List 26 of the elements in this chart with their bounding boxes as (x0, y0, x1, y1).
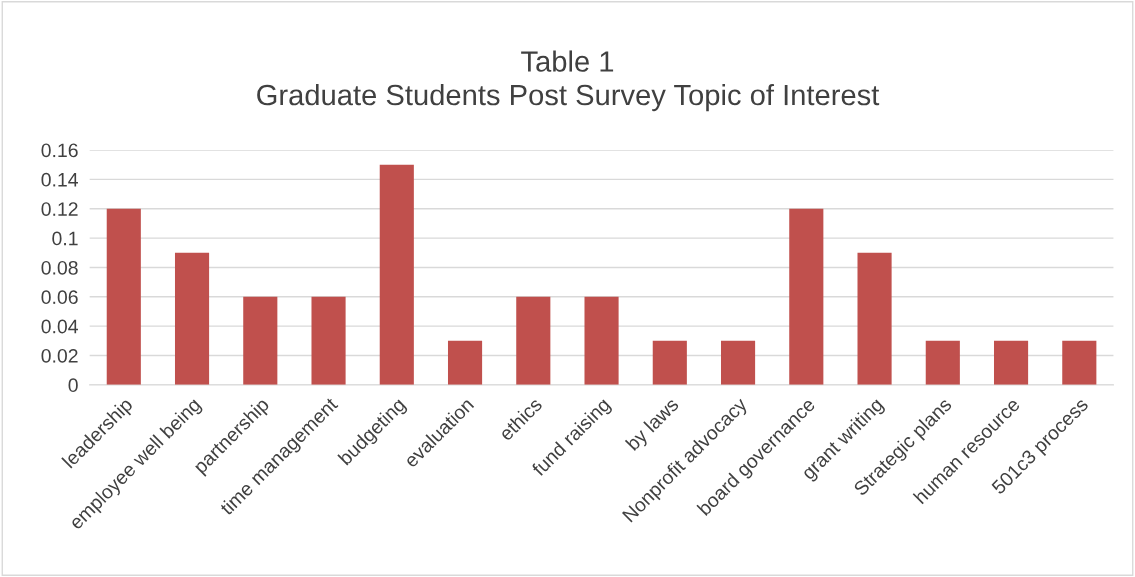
bar (994, 340, 1029, 385)
y-tick-label: 0.1 (52, 231, 78, 246)
y-tick-label: 0.02 (41, 348, 78, 363)
x-tick-label: by laws (624, 396, 683, 454)
y-tick-label: 0.14 (41, 172, 78, 187)
bar (379, 164, 414, 385)
bar (516, 296, 551, 385)
chart-title: Table 1 Graduate Students Post Survey Topic of Interest (257, 50, 880, 112)
y-tick-label: 0 (68, 378, 78, 393)
bar (925, 340, 960, 385)
bar (243, 296, 278, 385)
bar (1062, 340, 1097, 385)
bar (311, 296, 346, 385)
y-tick-label: 0.06 (41, 290, 78, 305)
y-tick-label: 0.12 (41, 202, 78, 216)
bar (720, 340, 756, 385)
bar (174, 252, 210, 385)
y-tick-label: 0.04 (41, 319, 78, 334)
bar (106, 208, 141, 385)
bar (584, 296, 619, 385)
bar (447, 340, 483, 385)
bar (857, 252, 892, 385)
bar (652, 340, 687, 385)
y-tick-label: 0.08 (41, 260, 78, 275)
bar (789, 208, 824, 385)
y-tick-label: 0.16 (41, 143, 78, 158)
